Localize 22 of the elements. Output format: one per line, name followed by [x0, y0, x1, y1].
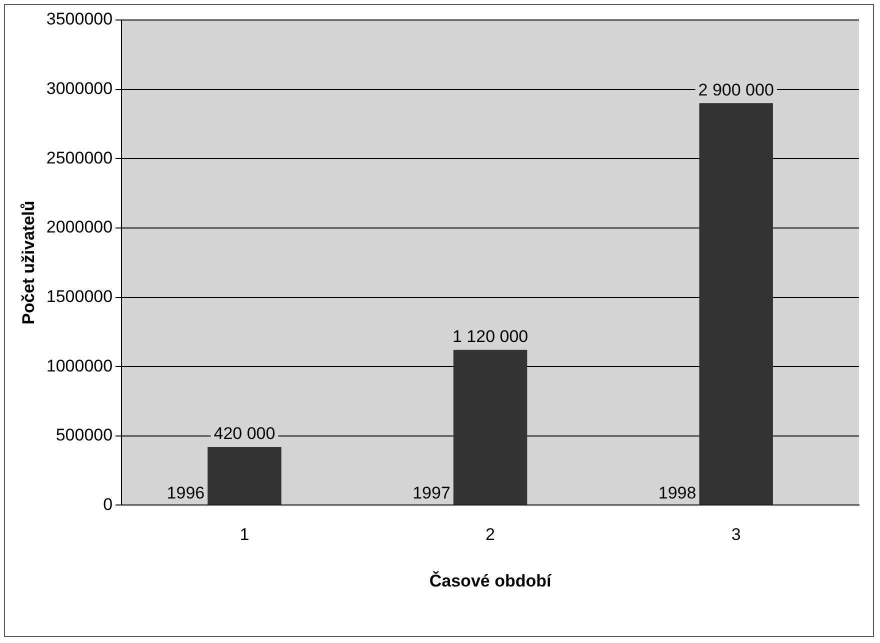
y-tick-label: 500000 — [56, 426, 113, 445]
y-tick-label: 1000000 — [46, 356, 113, 376]
y-tick-label: 0 — [103, 494, 113, 514]
x-axis-title: Časové období — [429, 570, 552, 590]
data-label: 420 000 — [214, 424, 276, 444]
data-label: 1 120 000 — [452, 327, 528, 346]
y-tick-label: 3500000 — [46, 10, 113, 29]
bar — [208, 446, 282, 505]
x-tick-label: 2 — [486, 525, 496, 544]
data-label: 2 900 000 — [698, 80, 774, 100]
y-tick-label: 1500000 — [46, 286, 113, 306]
y-tick-label: 2000000 — [46, 218, 113, 237]
x-tick-label: 1 — [240, 525, 250, 544]
y-tick-label: 3000000 — [46, 79, 113, 98]
x-tick-label: 3 — [731, 525, 741, 544]
y-tick-label: 2500000 — [46, 148, 113, 168]
bar — [453, 350, 528, 505]
annotation: 1997 — [412, 483, 450, 502]
annotation: 1998 — [658, 483, 696, 502]
y-axis-title: Počet uživatelů — [18, 200, 38, 324]
bar — [699, 103, 773, 505]
annotation: 1996 — [166, 483, 205, 502]
